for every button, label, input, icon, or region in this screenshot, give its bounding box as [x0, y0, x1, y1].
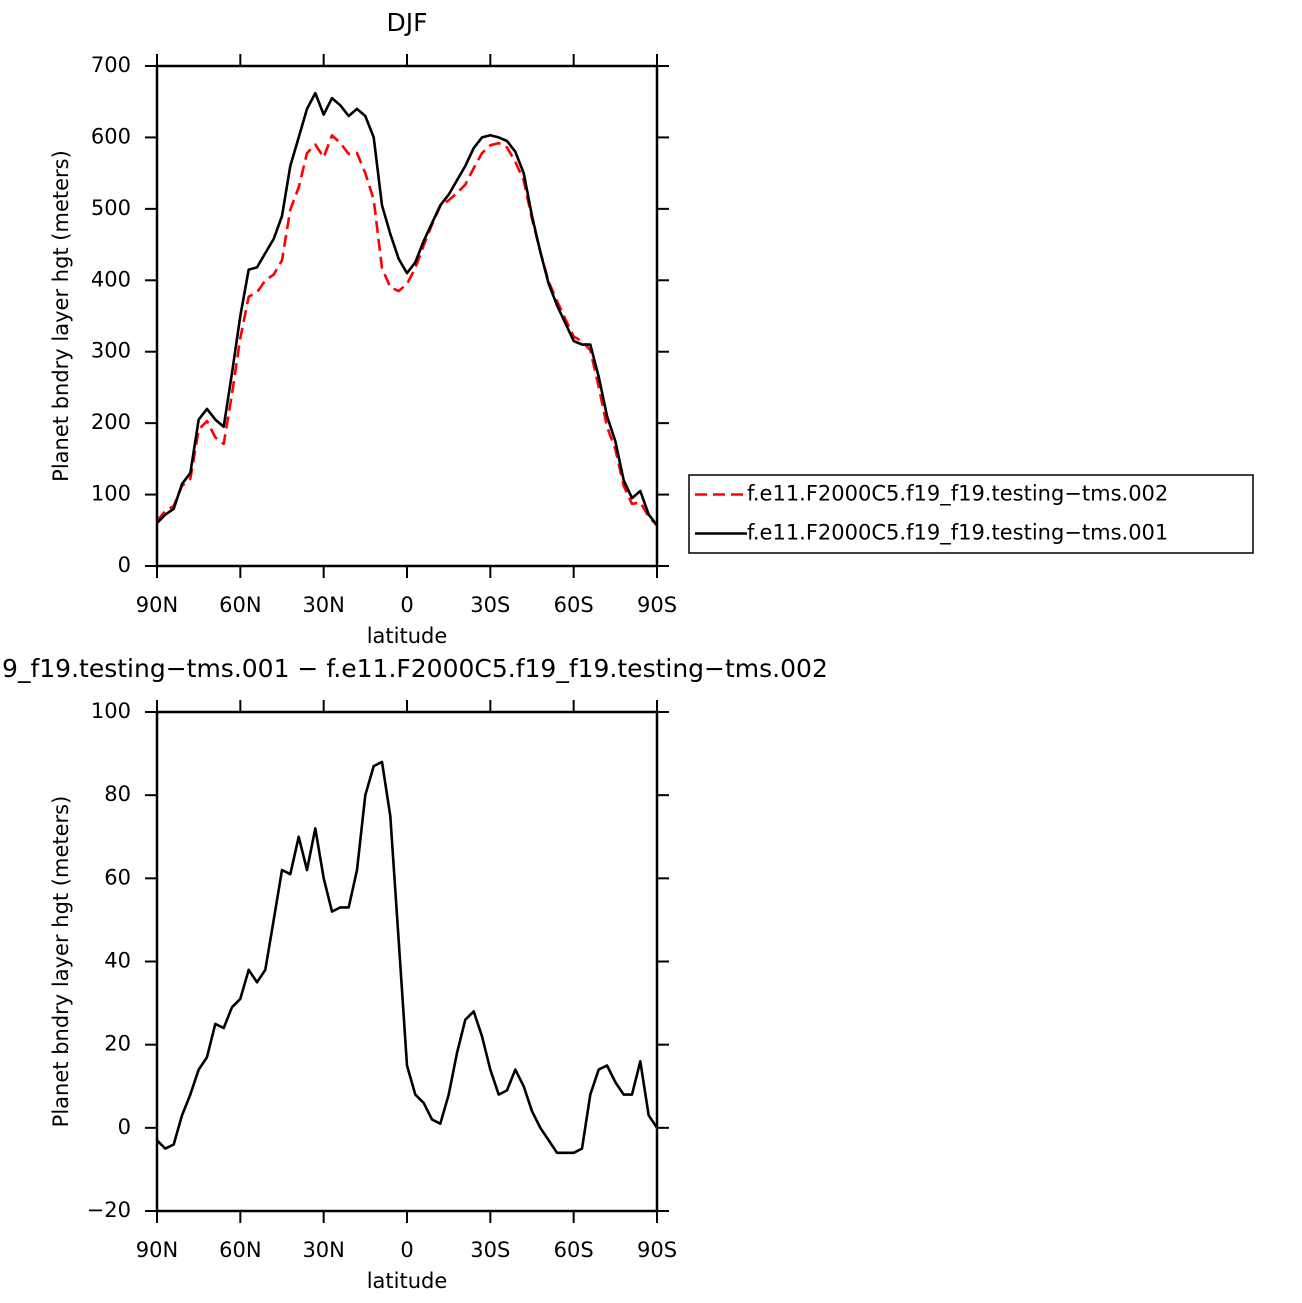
y-tick-label: 0: [118, 1115, 131, 1139]
x-tick-label: 60N: [219, 593, 261, 617]
x-tick-label: 90N: [136, 593, 178, 617]
y-tick-label: 40: [104, 949, 131, 973]
x-tick-label: 30N: [302, 593, 344, 617]
x-tick-label: 30S: [470, 593, 510, 617]
chart-title: 19_f19.testing−tms.001 − f.e11.F2000C5.f…: [0, 654, 828, 683]
y-tick-label: 0: [118, 553, 131, 577]
x-tick-label: 60S: [554, 593, 594, 617]
y-tick-label: 600: [91, 124, 131, 148]
x-tick-label: 60N: [219, 1238, 261, 1262]
x-tick-label: 0: [400, 1238, 413, 1262]
x-tick-label: 90N: [136, 1238, 178, 1262]
x-tick-label: 30S: [470, 1238, 510, 1262]
x-axis-label: latitude: [367, 624, 448, 648]
y-tick-label: 20: [104, 1032, 131, 1056]
x-tick-label: 0: [400, 593, 413, 617]
x-tick-label: 90S: [637, 593, 677, 617]
y-tick-label: 100: [91, 482, 131, 506]
x-tick-label: 90S: [637, 1238, 677, 1262]
y-axis-label: Planet bndry layer hgt (meters): [49, 150, 73, 482]
y-tick-label: 700: [91, 53, 131, 77]
y-tick-label: 80: [104, 782, 131, 806]
chart-title: DJF: [386, 8, 427, 37]
y-tick-label: 400: [91, 267, 131, 291]
legend-label: f.e11.F2000C5.f19_f19.testing−tms.002: [747, 482, 1168, 507]
y-axis-label: Planet bndry layer hgt (meters): [49, 796, 73, 1128]
data-line: [156, 91, 659, 527]
legend-box: [688, 474, 1254, 554]
x-tick-label: 60S: [554, 1238, 594, 1262]
y-tick-label: 60: [104, 865, 131, 889]
y-tick-label: 300: [91, 339, 131, 363]
plot-frame: [155, 64, 659, 568]
legend-label: f.e11.F2000C5.f19_f19.testing−tms.001: [747, 521, 1168, 546]
data-line: [155, 134, 658, 527]
x-tick-label: 30N: [302, 1238, 344, 1262]
data-line: [156, 760, 659, 1155]
y-tick-label: −20: [87, 1198, 131, 1222]
y-tick-label: 100: [91, 699, 131, 723]
y-tick-label: 500: [91, 196, 131, 220]
plot-frame: [155, 710, 659, 1213]
y-tick-label: 200: [91, 410, 131, 434]
x-axis-label: latitude: [367, 1269, 448, 1293]
